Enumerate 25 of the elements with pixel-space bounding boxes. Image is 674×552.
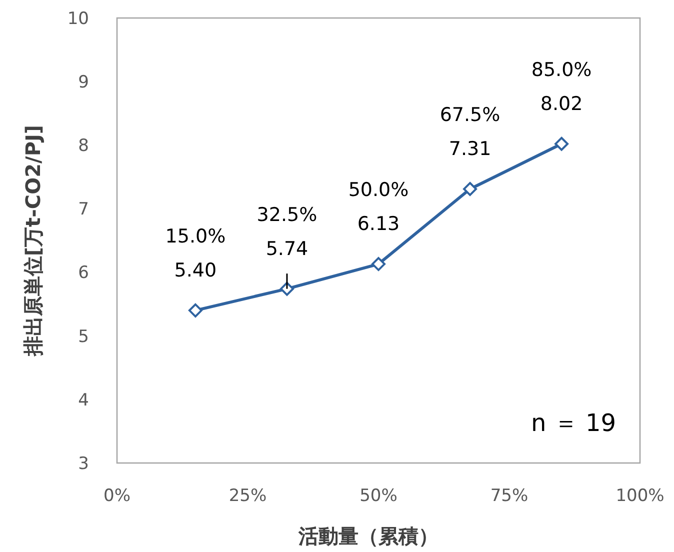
data-label: 32.5% 5.74 — [256, 204, 318, 260]
y-tick-label: 5 — [78, 326, 89, 347]
y-tick-label: 7 — [78, 200, 89, 220]
y-tick-label: 10 — [67, 8, 89, 29]
point — [463, 182, 478, 196]
data-label: 15.0% 5.40 — [165, 225, 226, 282]
x-tick-label: 50% — [360, 486, 398, 506]
data-label: 67.5% 7.31 — [440, 104, 500, 160]
x-tick-label: 100% — [616, 486, 664, 506]
point — [554, 136, 569, 151]
x-tick-label: 0% — [104, 486, 130, 506]
y-tick-label: 9 — [78, 72, 89, 93]
y-axis-title: 排出原単位[万t-CO2/PJ] — [21, 124, 45, 358]
data-label: 50.0% 6.13 — [348, 179, 409, 236]
point — [188, 303, 202, 318]
x-tick-label: 75% — [490, 486, 528, 506]
y-tick-label: 4 — [78, 390, 89, 410]
data-label: 85.0% 8.02 — [531, 58, 592, 115]
y-tick-label: 6 — [78, 263, 89, 284]
y-tick-label: 8 — [78, 136, 89, 156]
x-tick-label: 25% — [228, 486, 267, 506]
annotation: n ＝ 19 — [530, 409, 616, 437]
x-axis-title: 活動量（累積） — [298, 524, 438, 548]
point — [372, 257, 386, 272]
y-tick-label: 3 — [78, 454, 89, 474]
